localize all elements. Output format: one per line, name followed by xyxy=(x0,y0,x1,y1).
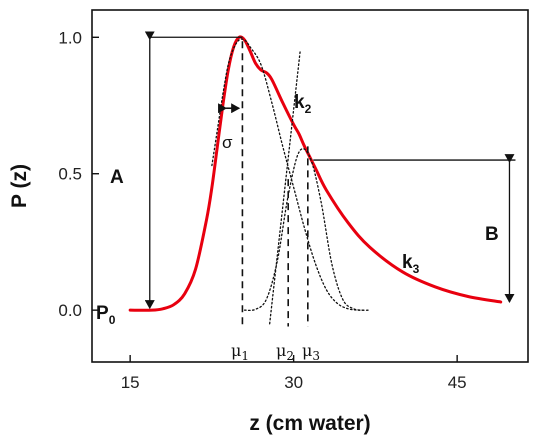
y-tick-label: 0.5 xyxy=(58,165,82,184)
series-line-component-2 xyxy=(243,148,366,312)
label-k2: k2 xyxy=(294,92,312,116)
x-tick-label: 45 xyxy=(448,373,467,392)
label-mu2: μ2 xyxy=(276,341,294,363)
series-layer xyxy=(128,35,503,325)
x-tick-label: 15 xyxy=(121,373,140,392)
label-mu3: μ3 xyxy=(302,341,320,363)
x-tick-label: 30 xyxy=(284,373,303,392)
label-A: A xyxy=(110,167,124,188)
series-line-fit xyxy=(128,35,503,312)
y-tick-label: 1.0 xyxy=(58,28,82,47)
series-line-component-3 xyxy=(269,50,301,325)
label-B: B xyxy=(485,224,499,245)
series-line-component-1 xyxy=(211,38,371,311)
label-P0: P0 xyxy=(96,303,116,327)
y-axis-title: P (z) xyxy=(8,164,31,208)
x-axis-title: z (cm water) xyxy=(249,412,370,435)
label-sigma: σ xyxy=(222,133,233,152)
label-mu1: μ1 xyxy=(231,341,249,363)
markers-layer xyxy=(144,31,516,327)
axis-ticks: 15 30 45 0.0 0.5 1.0 xyxy=(58,28,466,392)
y-tick-label: 0.0 xyxy=(58,301,82,320)
label-k3: k3 xyxy=(402,252,420,276)
plot-frame xyxy=(91,9,529,363)
